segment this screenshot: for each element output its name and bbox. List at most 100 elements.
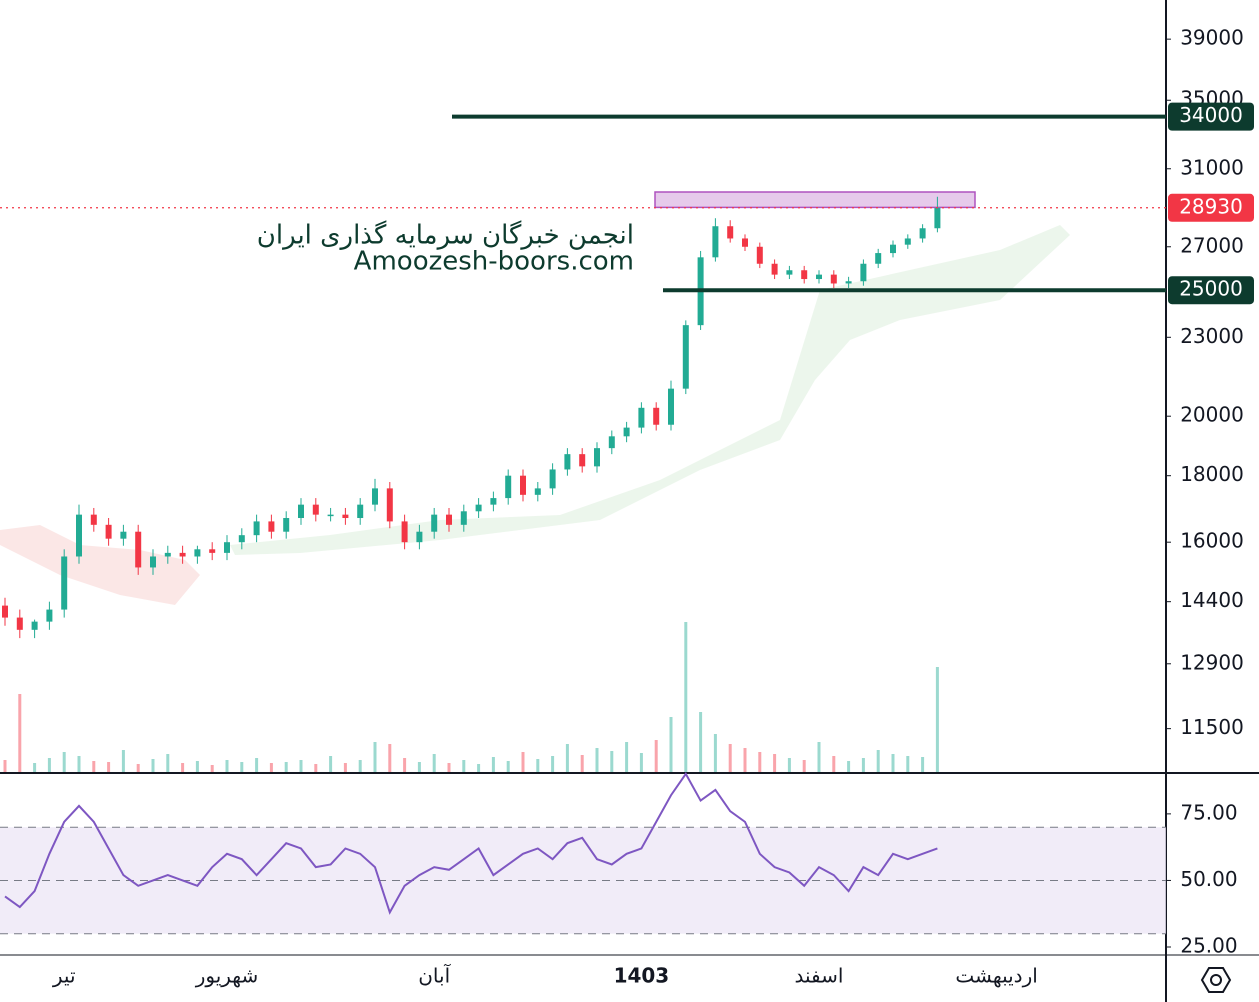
candle-body bbox=[786, 270, 793, 275]
y-tick-label: 16000 bbox=[1180, 529, 1244, 553]
volume-bar bbox=[506, 761, 510, 772]
candle-body bbox=[150, 556, 156, 568]
candle-body bbox=[90, 514, 97, 525]
y-tick-label: 75.00 bbox=[1180, 800, 1237, 824]
volume-bar bbox=[462, 760, 466, 772]
candle-body bbox=[860, 263, 867, 282]
volume-bar bbox=[432, 754, 436, 772]
volume-bar bbox=[284, 762, 288, 772]
y-tick-label: 20000 bbox=[1180, 403, 1244, 427]
volume-bar bbox=[18, 694, 22, 772]
candle-body bbox=[801, 270, 808, 280]
candle-body bbox=[475, 504, 482, 512]
volume-bar bbox=[787, 758, 791, 772]
candle-body bbox=[135, 531, 142, 568]
x-tick-label: اردیبهشت bbox=[955, 964, 1037, 988]
settings-icon[interactable] bbox=[1200, 967, 1232, 993]
volume-bar bbox=[935, 667, 939, 772]
watermark: انجمن خبرگان سرمایه گذاری ایران bbox=[257, 220, 634, 251]
x-tick-label: 1403 bbox=[614, 964, 670, 988]
volume-bar bbox=[817, 742, 821, 772]
candle-body bbox=[460, 511, 467, 525]
volume-bar bbox=[329, 756, 333, 772]
volume-bar bbox=[269, 763, 273, 772]
candle-body bbox=[446, 514, 452, 525]
volume-bar bbox=[669, 717, 673, 772]
volume-bar bbox=[595, 748, 599, 772]
candle-body bbox=[105, 524, 112, 539]
candle-body bbox=[742, 238, 748, 247]
volume-bar bbox=[47, 758, 51, 772]
level-badge bbox=[1168, 276, 1254, 305]
candle-body bbox=[534, 488, 541, 495]
volume-bar bbox=[565, 744, 569, 772]
volume-bar bbox=[906, 756, 910, 772]
volume-bar bbox=[121, 750, 125, 772]
candle-body bbox=[890, 244, 896, 254]
volume-bar bbox=[551, 756, 555, 772]
volume-bar bbox=[388, 744, 392, 772]
candle-body bbox=[771, 263, 778, 275]
volume-bar bbox=[92, 761, 96, 772]
level-label: 34000 bbox=[1179, 103, 1243, 127]
x-tick-label: شهریور bbox=[195, 964, 259, 988]
volume-bar bbox=[536, 759, 540, 772]
level-badge bbox=[1168, 193, 1254, 222]
candle-body bbox=[31, 621, 38, 630]
candle-body bbox=[904, 238, 911, 245]
volume-bar bbox=[210, 765, 214, 772]
volume-bar bbox=[107, 762, 111, 772]
volume-bar bbox=[136, 764, 140, 772]
volume-bar bbox=[728, 744, 732, 772]
candle-body bbox=[579, 454, 586, 467]
volume-bar bbox=[625, 742, 629, 772]
candle-body bbox=[268, 521, 275, 532]
candle-body bbox=[76, 514, 82, 557]
cloud bbox=[230, 225, 1070, 555]
candle-body bbox=[934, 207, 941, 229]
y-tick-label: 18000 bbox=[1180, 462, 1244, 486]
y-tick-label: 23000 bbox=[1180, 324, 1244, 348]
volume-bar bbox=[891, 754, 895, 772]
level-label: 25000 bbox=[1179, 277, 1243, 301]
volume-bar bbox=[299, 760, 303, 772]
volume-bar bbox=[195, 761, 199, 772]
candle-body bbox=[357, 504, 364, 519]
volume-bar bbox=[447, 763, 451, 772]
candle-body bbox=[283, 518, 290, 532]
candle-body bbox=[401, 521, 408, 543]
candle-body bbox=[164, 552, 171, 557]
candle-body bbox=[431, 514, 438, 532]
volume-bar bbox=[62, 752, 66, 772]
candle-body bbox=[919, 228, 926, 239]
candle-body bbox=[46, 609, 53, 622]
volume-bar bbox=[417, 762, 421, 772]
y-tick-label: 39000 bbox=[1180, 26, 1244, 50]
volume-bar bbox=[699, 712, 703, 772]
y-tick-label: 50.00 bbox=[1180, 867, 1237, 891]
candle-body bbox=[549, 469, 556, 489]
x-tick-label: اسفند bbox=[795, 964, 844, 988]
volume-bar bbox=[314, 764, 318, 772]
volume-bar bbox=[847, 761, 851, 772]
candle-body bbox=[682, 325, 689, 389]
volume-bar bbox=[713, 734, 717, 772]
level-label: 28930 bbox=[1179, 194, 1243, 218]
candle-body bbox=[668, 388, 674, 425]
y-tick-label: 12900 bbox=[1180, 650, 1244, 674]
candle-body bbox=[638, 407, 645, 428]
candle-body bbox=[653, 407, 660, 425]
candle-body bbox=[756, 246, 763, 264]
candle-body bbox=[342, 514, 349, 519]
candle-body bbox=[224, 542, 230, 553]
candle-body bbox=[386, 488, 393, 522]
candle-body bbox=[416, 531, 423, 543]
volume-bar bbox=[77, 756, 81, 772]
volume-bar bbox=[33, 763, 37, 772]
volume-bar bbox=[802, 760, 806, 772]
candle-body bbox=[298, 504, 304, 519]
candle-body bbox=[16, 617, 23, 630]
y-tick-label: 31000 bbox=[1180, 155, 1244, 179]
candle-body bbox=[594, 448, 600, 467]
candle-body bbox=[505, 475, 512, 499]
